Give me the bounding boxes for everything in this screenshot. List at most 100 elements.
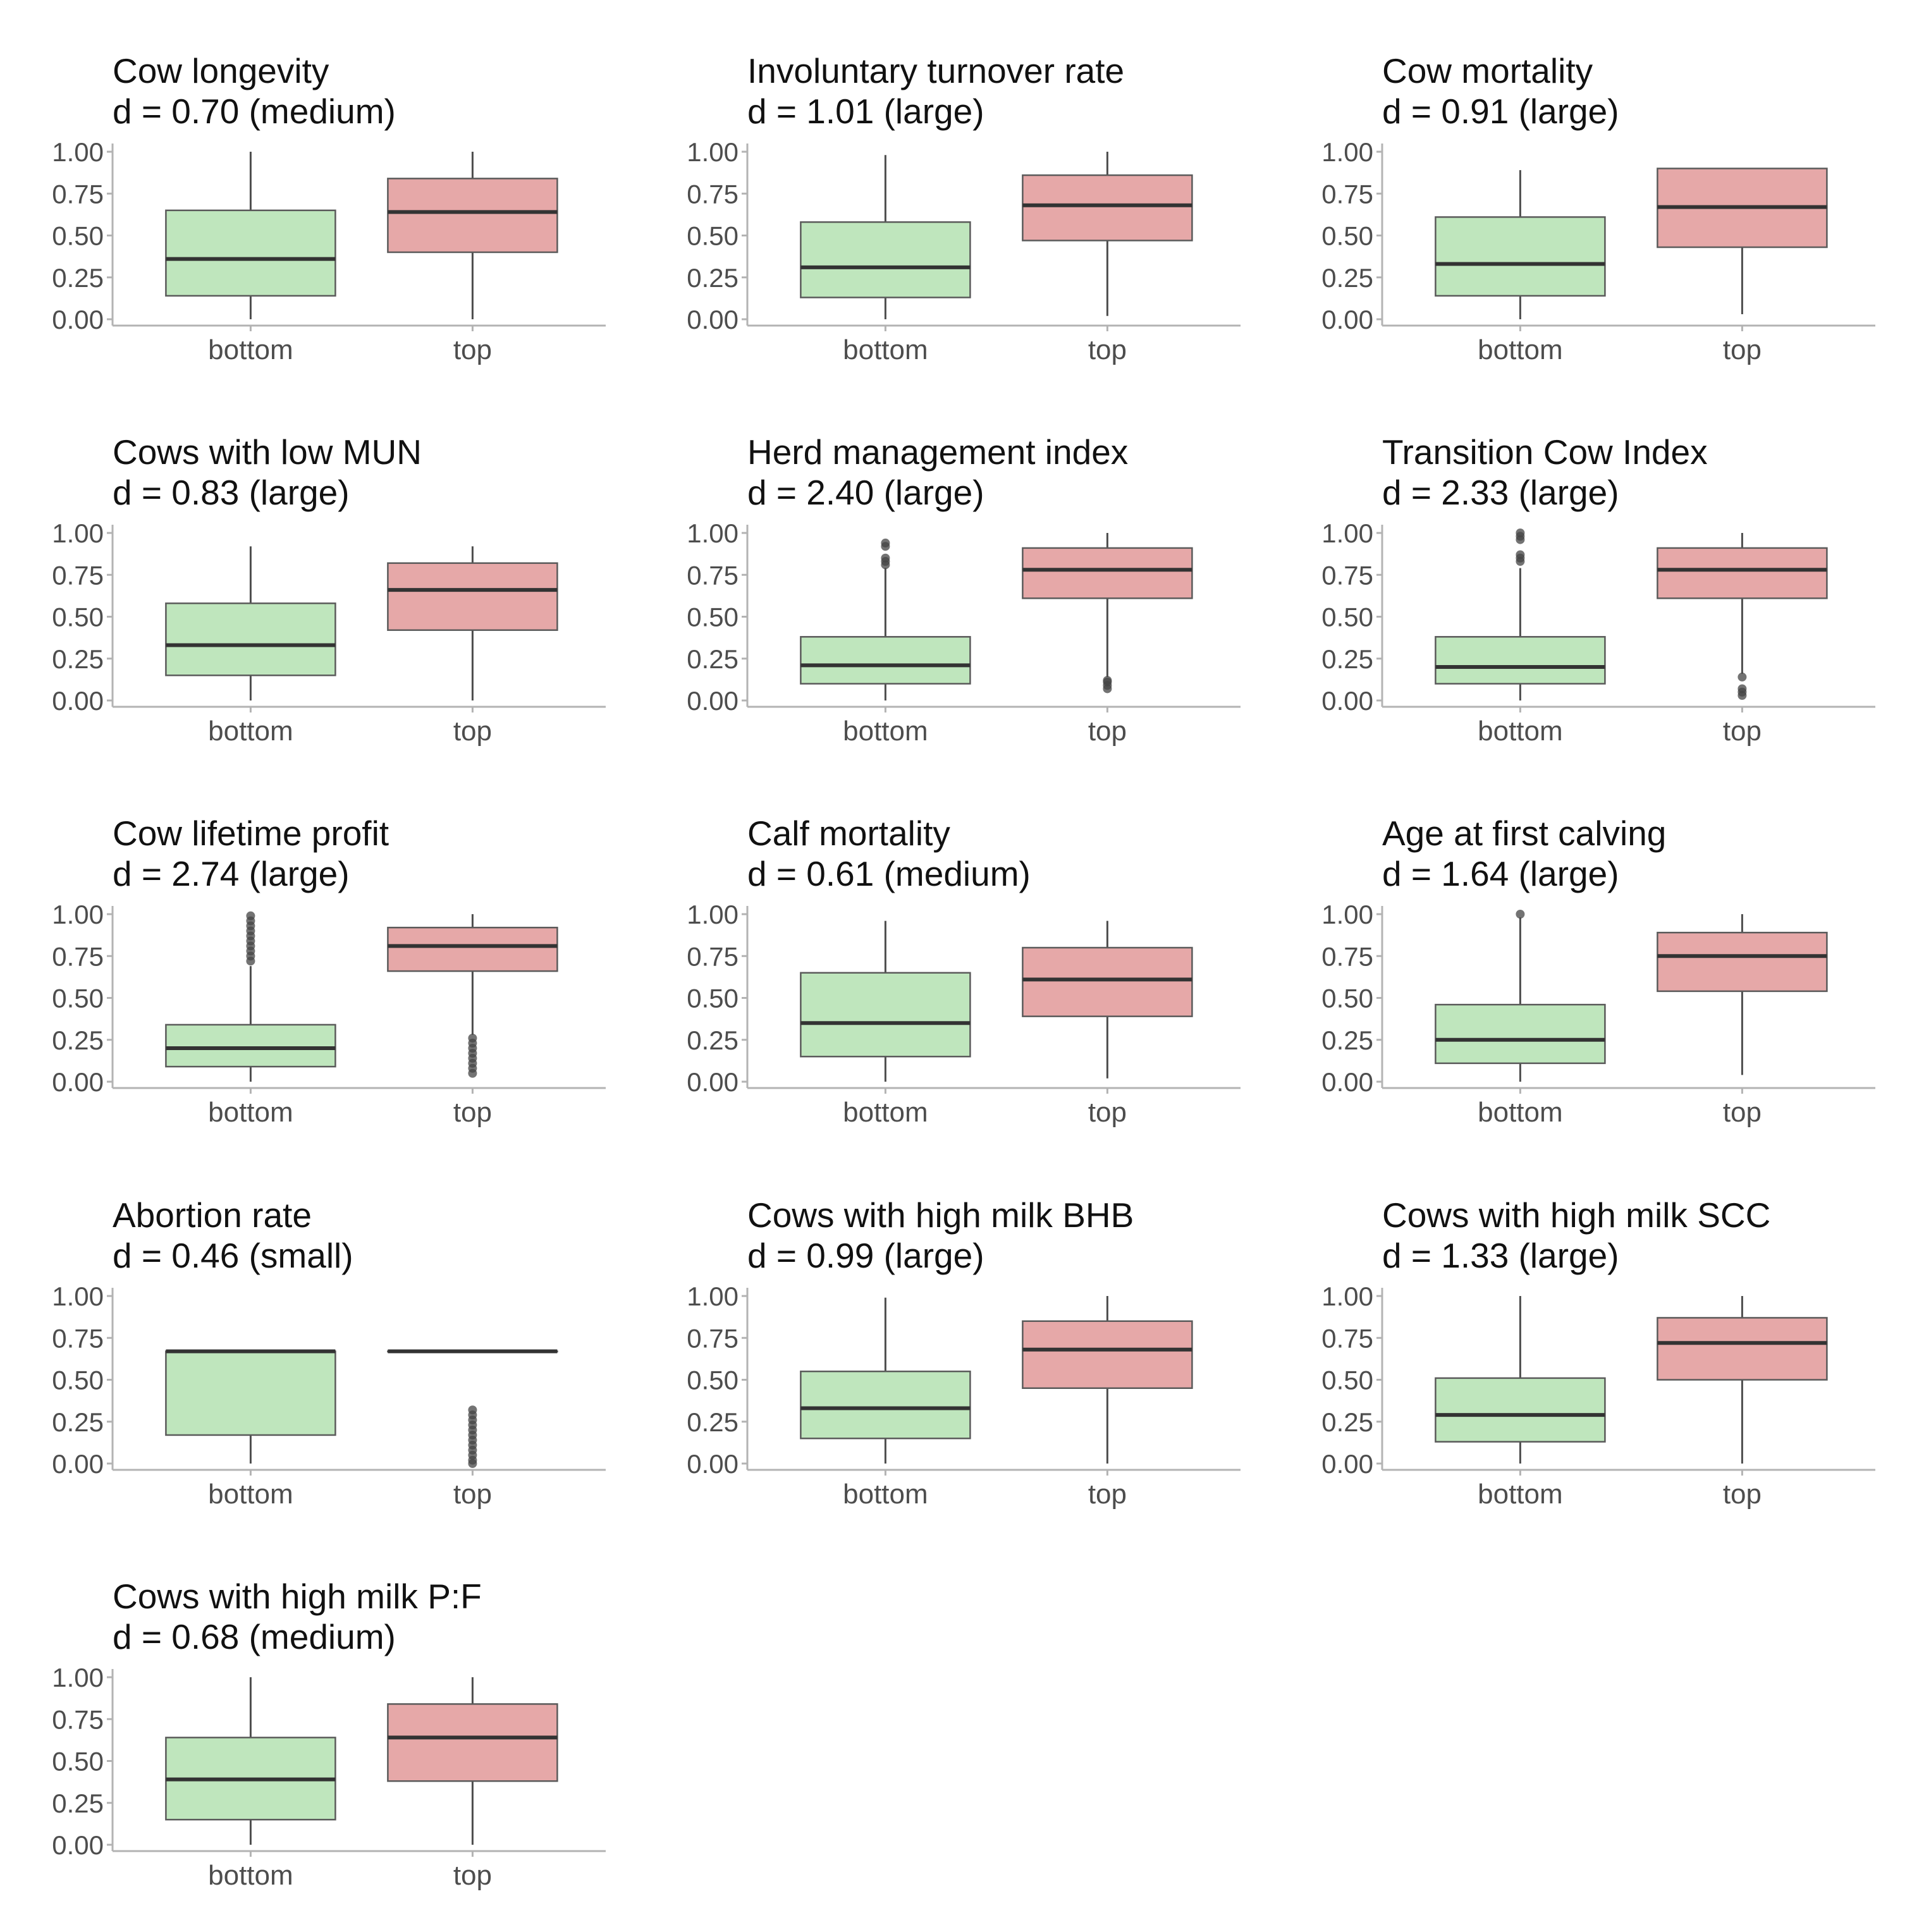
- panel-effect-size: d = 2.40 (large): [747, 473, 984, 512]
- x-tick-label-top: top: [1723, 1097, 1762, 1128]
- y-tick-label: 0.75: [52, 1323, 104, 1353]
- y-tick-label: 0.00: [52, 686, 104, 716]
- outlier-point-top: [1737, 684, 1747, 694]
- box-bottom: [165, 602, 336, 676]
- y-tick-label: 0.75: [52, 941, 104, 971]
- y-tick-label: 0.75: [687, 941, 738, 971]
- panel-title: Involuntary turnover rate: [747, 51, 1124, 90]
- outlier-point-bottom: [1516, 529, 1525, 537]
- panel-effect-size: d = 2.33 (large): [1382, 473, 1619, 512]
- y-tick-label: 0.75: [52, 179, 104, 209]
- panel-effect-size: d = 0.83 (large): [113, 473, 350, 512]
- y-tick-label: 1.00: [52, 137, 104, 167]
- y-tick-label: 0.75: [1321, 560, 1373, 590]
- y-tick-label: 0.75: [52, 1704, 104, 1734]
- panel-title: Transition Cow Index: [1382, 432, 1708, 472]
- y-tick-label: 0.25: [1321, 263, 1373, 293]
- box-bottom: [165, 1024, 336, 1068]
- x-tick-label-bottom: bottom: [1478, 716, 1563, 747]
- x-tick-label-top: top: [1723, 716, 1762, 747]
- y-tick-label: 0.75: [1321, 941, 1373, 971]
- y-tick-label: 0.00: [52, 1449, 104, 1479]
- y-tick-label: 1.00: [52, 518, 104, 548]
- y-tick-label: 0.00: [687, 686, 738, 716]
- y-tick-label: 0.25: [687, 1407, 738, 1437]
- y-tick-label: 0.25: [52, 1025, 104, 1055]
- outlier-point-bottom: [1516, 910, 1525, 919]
- box-top: [1022, 1320, 1193, 1389]
- outlier-point-top: [1737, 672, 1747, 682]
- y-tick-label: 0.00: [52, 1067, 104, 1097]
- box-bottom: [800, 221, 971, 298]
- y-tick-label: 1.00: [687, 518, 738, 548]
- x-tick-label-bottom: bottom: [208, 716, 293, 747]
- box-bottom: [800, 1371, 971, 1440]
- y-tick-label: 0.25: [687, 1025, 738, 1055]
- box-bottom: [800, 972, 971, 1058]
- x-tick-label-top: top: [1723, 1479, 1762, 1510]
- y-tick-label: 0.50: [1321, 221, 1373, 251]
- box-bottom: [1435, 1003, 1606, 1065]
- y-tick-label: 0.25: [52, 263, 104, 293]
- box-top: [1022, 174, 1193, 242]
- x-tick-label-top: top: [1088, 1479, 1127, 1510]
- box-top: [387, 562, 558, 631]
- y-tick-label: 0.50: [52, 1366, 104, 1395]
- y-tick-label: 0.50: [687, 221, 738, 251]
- panel-title: Herd management index: [747, 432, 1128, 472]
- y-tick-label: 0.75: [1321, 1323, 1373, 1353]
- panel-title: Cow lifetime profit: [113, 814, 389, 853]
- box-top: [387, 926, 558, 972]
- y-tick-label: 1.00: [687, 137, 738, 167]
- box-top: [1657, 931, 1828, 993]
- panel-effect-size: d = 1.01 (large): [747, 92, 984, 131]
- panel-effect-size: d = 0.70 (medium): [113, 92, 396, 131]
- y-tick-label: 0.25: [1321, 1025, 1373, 1055]
- panel-effect-size: d = 0.68 (medium): [113, 1617, 396, 1656]
- y-tick-label: 0.50: [687, 602, 738, 632]
- box-top: [387, 178, 558, 254]
- outlier-point-top: [468, 1405, 477, 1415]
- x-tick-label-bottom: bottom: [1478, 1097, 1563, 1128]
- panel-title: Cows with high milk SCC: [1382, 1195, 1770, 1235]
- panel-title: Cows with high milk P:F: [113, 1577, 482, 1616]
- x-tick-label-bottom: bottom: [208, 1479, 293, 1510]
- y-tick-label: 0.75: [1321, 179, 1373, 209]
- y-tick-label: 1.00: [52, 900, 104, 929]
- outlier-point-bottom: [881, 538, 890, 547]
- y-tick-label: 1.00: [687, 1281, 738, 1311]
- y-tick-label: 0.50: [1321, 602, 1373, 632]
- y-tick-label: 0.50: [52, 1747, 104, 1776]
- y-tick-label: 0.00: [687, 305, 738, 334]
- y-tick-label: 0.00: [1321, 1067, 1373, 1097]
- panel-13: Cows with high milk P:Fd = 0.68 (medium)…: [52, 1577, 606, 1891]
- panel-title: Age at first calving: [1382, 814, 1666, 853]
- x-tick-label-top: top: [1088, 716, 1127, 747]
- y-tick-label: 0.75: [52, 560, 104, 590]
- y-tick-label: 0.75: [687, 560, 738, 590]
- y-tick-label: 1.00: [687, 900, 738, 929]
- y-tick-label: 0.00: [1321, 1449, 1373, 1479]
- panel-effect-size: d = 1.64 (large): [1382, 854, 1619, 893]
- y-tick-label: 1.00: [52, 1281, 104, 1311]
- y-tick-label: 1.00: [1321, 900, 1373, 929]
- y-tick-label: 1.00: [1321, 137, 1373, 167]
- y-tick-label: 0.00: [1321, 686, 1373, 716]
- x-tick-label-bottom: bottom: [1478, 334, 1563, 365]
- y-tick-label: 0.25: [687, 263, 738, 293]
- y-tick-label: 0.00: [687, 1067, 738, 1097]
- y-tick-label: 0.75: [687, 179, 738, 209]
- y-tick-label: 0.75: [687, 1323, 738, 1353]
- x-tick-label-top: top: [453, 1860, 492, 1891]
- panel-effect-size: d = 1.33 (large): [1382, 1236, 1619, 1275]
- box-bottom: [165, 209, 336, 297]
- x-tick-label-bottom: bottom: [843, 716, 928, 747]
- x-tick-label-top: top: [453, 334, 492, 365]
